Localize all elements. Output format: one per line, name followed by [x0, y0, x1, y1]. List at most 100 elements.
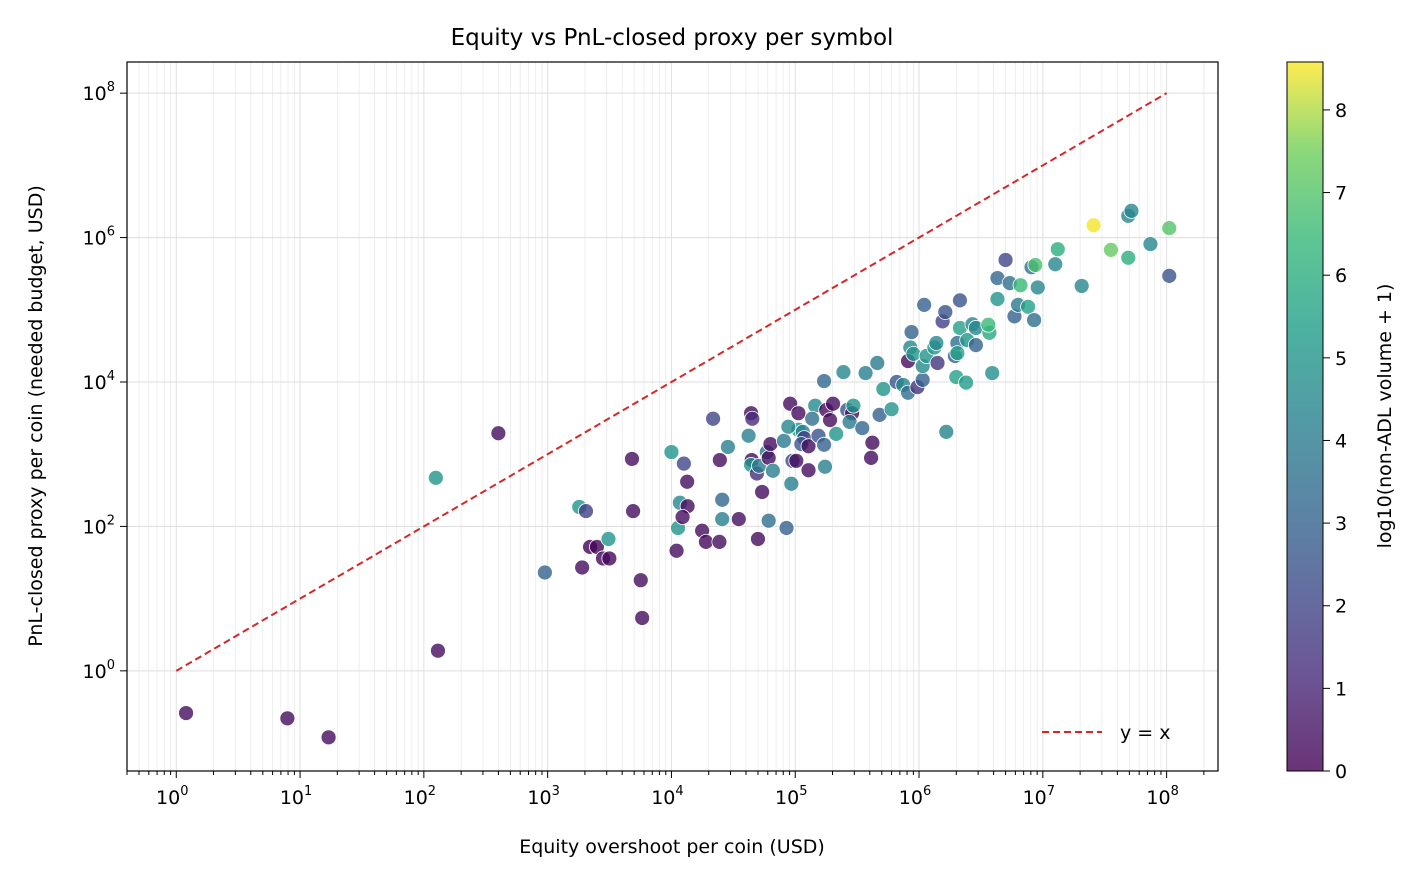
colorbar-fill	[1287, 62, 1323, 771]
x-tick-label: 100	[156, 784, 188, 809]
x-tick-label: 107	[1023, 784, 1055, 809]
data-point	[841, 414, 858, 430]
data-point	[178, 705, 194, 721]
data-point	[430, 642, 446, 659]
data-point	[1103, 241, 1119, 258]
data-point	[883, 401, 900, 418]
data-point	[914, 371, 931, 388]
legend: y = x	[1042, 722, 1171, 744]
data-point	[989, 291, 1006, 307]
data-point	[869, 355, 886, 371]
data-point	[800, 438, 817, 455]
data-point	[427, 469, 444, 486]
colorbar-tick-label: 6	[1335, 265, 1347, 287]
data-point	[765, 462, 781, 479]
data-point	[601, 550, 618, 567]
data-point	[903, 324, 920, 341]
data-point	[714, 511, 731, 528]
data-point	[929, 355, 946, 371]
data-point	[928, 335, 945, 351]
data-point	[1142, 236, 1159, 252]
data-point	[714, 491, 731, 508]
colorbar-tick-label: 5	[1335, 348, 1347, 370]
data-point	[864, 434, 881, 451]
y-tick-label: 104	[83, 369, 115, 394]
data-point	[320, 729, 337, 746]
data-point	[776, 432, 792, 449]
data-point	[949, 345, 966, 362]
data-point	[788, 452, 805, 469]
colorbar-frame	[1286, 61, 1324, 772]
data-point	[984, 365, 1001, 381]
data-point	[744, 410, 761, 427]
data-point	[750, 531, 766, 547]
data-point	[1020, 298, 1036, 315]
colorbar-tick-label: 7	[1335, 183, 1347, 205]
data-point	[754, 484, 771, 500]
data-point	[825, 395, 841, 412]
data-point	[875, 381, 892, 397]
data-point	[1026, 312, 1042, 328]
data-point	[730, 511, 747, 528]
data-point	[980, 316, 997, 333]
colorbar-label: log10(non-ADL volume + 1)	[1374, 284, 1396, 549]
data-point	[1161, 220, 1178, 237]
data-point	[937, 304, 954, 320]
data-point	[1049, 241, 1066, 258]
data-point	[863, 449, 880, 466]
x-tick-label: 108	[1146, 784, 1178, 809]
y-tick-label: 108	[83, 80, 115, 105]
data-point	[1073, 278, 1090, 294]
colorbar: 0 1 2 3 4 5 6 7 8	[1286, 61, 1347, 783]
data-point	[958, 374, 975, 391]
colorbar-tick-label: 4	[1335, 430, 1347, 452]
data-point	[1120, 249, 1137, 266]
data-point	[668, 542, 685, 559]
legend-label: y = x	[1120, 722, 1171, 744]
colorbar-tick-label: 1	[1335, 678, 1347, 700]
y-equals-x-line	[175, 92, 1168, 672]
data-point	[574, 559, 591, 576]
points	[178, 203, 1178, 746]
data-point	[916, 296, 933, 313]
data-point	[1027, 257, 1044, 273]
data-point	[822, 412, 838, 428]
data-point	[675, 455, 692, 472]
data-point	[536, 564, 553, 581]
data-point	[698, 534, 714, 550]
reference-line	[175, 92, 1168, 672]
data-point	[624, 451, 640, 467]
data-point	[845, 397, 862, 414]
data-point	[634, 610, 651, 626]
data-point	[952, 292, 968, 309]
data-point	[905, 345, 922, 362]
colorbar-tick-label: 0	[1335, 761, 1347, 783]
data-point	[835, 364, 852, 381]
x-axis-label: Equity overshoot per coin (USD)	[519, 836, 825, 858]
data-point	[778, 520, 795, 536]
data-point	[674, 509, 691, 525]
x-tick-label: 101	[280, 784, 312, 809]
x-tick-label: 106	[899, 784, 931, 809]
y-tick-label: 106	[83, 225, 115, 250]
data-point	[490, 425, 507, 442]
colorbar-tick-label: 2	[1335, 596, 1347, 618]
y-tick-label: 102	[83, 513, 115, 538]
data-point	[1047, 256, 1064, 273]
data-point	[740, 427, 757, 444]
data-point	[828, 426, 845, 442]
x-tick-label: 103	[527, 784, 559, 809]
data-point	[804, 410, 821, 427]
data-point	[817, 458, 833, 475]
data-point	[679, 473, 696, 490]
chart-title: Equity vs PnL-closed proxy per symbol	[451, 25, 894, 51]
data-point	[1123, 203, 1140, 219]
x-tick-label: 102	[404, 784, 436, 809]
data-point	[600, 531, 617, 547]
data-point	[1085, 217, 1102, 234]
colorbar-tick-label: 8	[1335, 100, 1347, 122]
data-point	[632, 572, 649, 589]
data-point	[279, 710, 296, 727]
data-point	[762, 436, 779, 452]
